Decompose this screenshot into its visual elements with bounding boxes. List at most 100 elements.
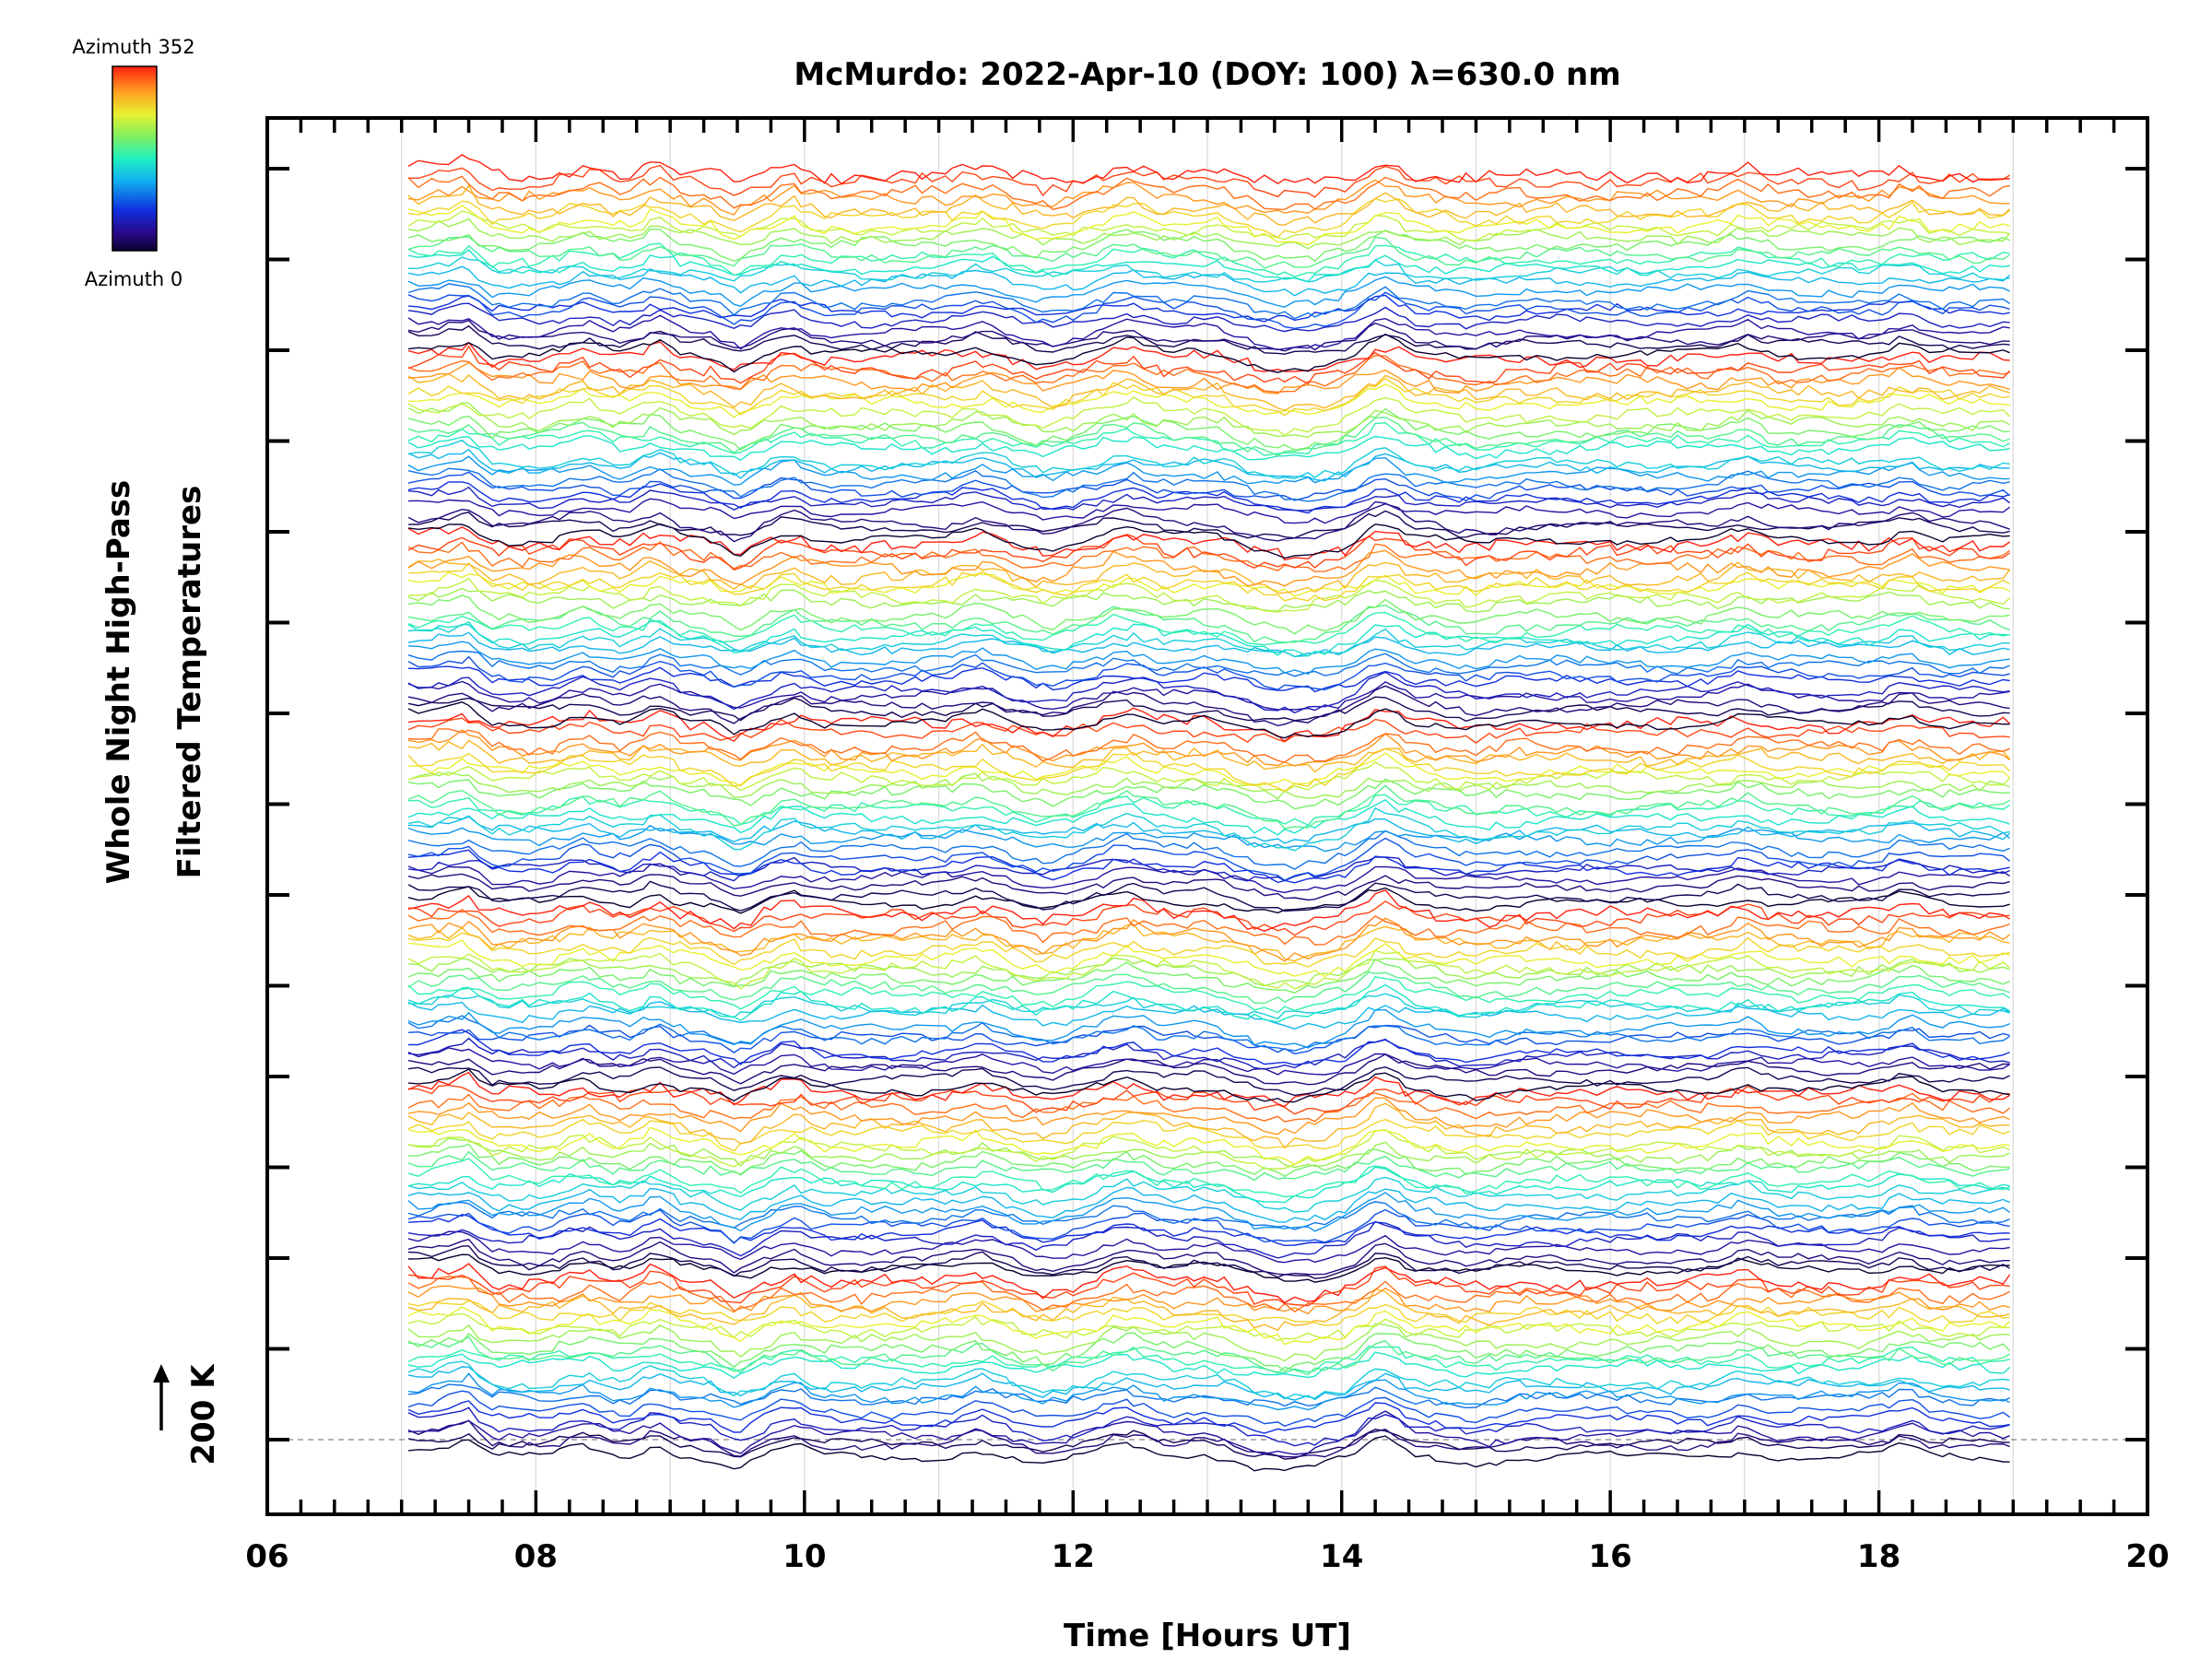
x-tick-label: 06 (245, 1538, 288, 1575)
series-line (407, 577, 2011, 613)
series-line (407, 486, 2011, 512)
series-line (407, 1118, 2010, 1152)
series-line (407, 665, 2010, 693)
series-line (407, 830, 2010, 870)
series-line (407, 175, 2010, 211)
series-line (407, 1323, 2010, 1362)
series-line (407, 1186, 2010, 1223)
colorbar (112, 65, 158, 252)
series-line (407, 1102, 2010, 1149)
series-line (407, 558, 2011, 594)
series-line (407, 1288, 2010, 1332)
series-line (407, 1097, 2010, 1135)
series-line (407, 435, 2010, 462)
series-line (407, 291, 2010, 330)
series-line (407, 354, 2010, 394)
series-line (407, 1383, 2010, 1409)
series-line (407, 1176, 2010, 1213)
series-line (407, 641, 2010, 676)
series-line (407, 707, 2011, 743)
series-line (407, 1346, 2010, 1374)
series-line (407, 816, 2011, 844)
series-line (407, 1037, 2010, 1070)
series-line (407, 549, 2010, 587)
series-line (407, 571, 2010, 597)
series-line (407, 197, 2011, 239)
chart-title: McMurdo: 2022-Apr-10 (DOY: 100) λ=630.0 … (794, 56, 1620, 93)
series-line (407, 886, 2010, 914)
series-line (407, 1128, 2010, 1170)
series-line (407, 880, 2010, 912)
series-line (407, 283, 2010, 320)
series-line (407, 324, 2010, 355)
y-axis-label-line-2: Filtered Temperatures (171, 486, 208, 879)
series-line (407, 1390, 2011, 1428)
series-line (407, 1092, 2011, 1123)
x-tick-label: 18 (1857, 1538, 1900, 1575)
series-line (407, 1143, 2010, 1178)
series-line (407, 856, 2010, 882)
series-line (407, 680, 2010, 712)
scale-marker-label: 200 K (185, 1363, 222, 1465)
x-axis-label: Time [Hours UT] (1064, 1618, 1351, 1654)
series-line (407, 798, 2010, 836)
series-line (407, 1332, 2011, 1372)
series-line (407, 1372, 2010, 1411)
x-tick-label: 08 (514, 1538, 558, 1575)
series-line (407, 228, 2010, 263)
y-axis-label-line-1: Whole Night High-Pass (100, 480, 137, 885)
series-line (407, 1192, 2011, 1232)
series-line (407, 1015, 2010, 1052)
series-line (407, 1400, 2010, 1434)
series-line (407, 747, 2011, 793)
series-line (407, 729, 2011, 767)
series-line (407, 888, 2010, 932)
series-line (407, 1419, 2010, 1458)
series-line (407, 1201, 2010, 1230)
series-line (407, 1024, 2010, 1055)
series-line (407, 1300, 2010, 1326)
x-tick-label: 16 (1588, 1538, 1631, 1575)
series-line (407, 849, 2010, 884)
series-line (407, 1335, 2010, 1376)
series-line (407, 249, 2010, 283)
x-tick-labels: 06 08 10 12 14 16 18 20 (245, 1538, 2169, 1575)
series-line (407, 498, 2011, 524)
series-line (407, 439, 2010, 480)
series-line (407, 383, 2010, 418)
series-line (407, 345, 2011, 385)
series-line (407, 256, 2010, 283)
series-line (407, 541, 2011, 572)
series-line (407, 971, 2010, 1005)
series-line (407, 939, 2010, 978)
series-line (407, 761, 2011, 793)
series-line (407, 655, 2010, 691)
series-line (407, 1220, 2010, 1259)
series-line (407, 164, 2010, 198)
series-line (407, 778, 2010, 810)
y-axis-label: Whole Night High-Pass Filtered Temperatu… (100, 480, 208, 885)
series-line (407, 623, 2010, 658)
series-line (407, 739, 2011, 773)
series-line (407, 837, 2011, 881)
x-tick-label: 20 (2125, 1538, 2169, 1575)
series-line (407, 467, 2010, 502)
series-line (407, 983, 2010, 1023)
series-line (407, 265, 2011, 297)
series-line (407, 1068, 2010, 1103)
series-line (407, 1276, 2010, 1313)
series-line (407, 455, 2010, 486)
series-line (407, 1285, 2010, 1315)
series-line (407, 302, 2010, 333)
series-line (407, 510, 2010, 539)
series-line (407, 319, 2010, 352)
series-line (407, 179, 2010, 216)
series-line (407, 1253, 2010, 1283)
series-line (408, 561, 2010, 602)
series-line (407, 1084, 2010, 1115)
series-line (407, 1071, 2010, 1108)
series-line (407, 1410, 2010, 1455)
colorbar-bottom-label: Azimuth 0 (85, 268, 183, 290)
series-line (407, 1263, 2011, 1304)
